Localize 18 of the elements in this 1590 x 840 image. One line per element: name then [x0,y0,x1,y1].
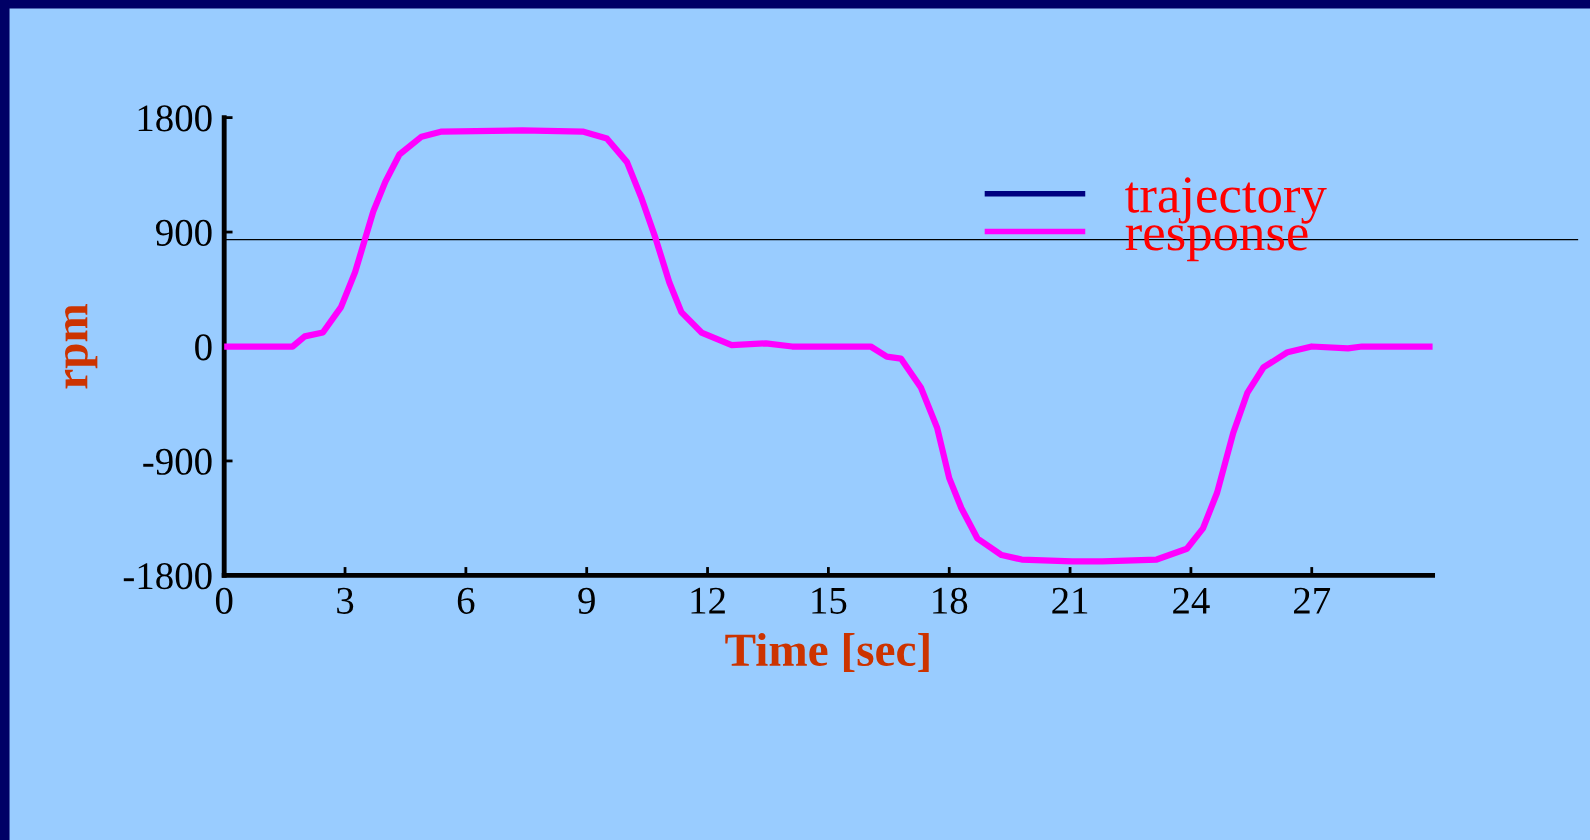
y-tick-label: 900 [156,219,212,246]
x-tick-label: 12 [691,587,725,614]
y-tick-label: 1800 [138,105,212,132]
legend-label: trajectory [1125,177,1327,224]
x-tick-label: 27 [1294,587,1331,614]
y-tick-label: -1800 [123,563,212,590]
x-tick-label: 21 [1052,587,1088,614]
x-tick-label: 9 [578,587,595,614]
x-tick-label: 6 [457,587,475,614]
y-tick-label: 0 [195,334,212,361]
x-tick-label: 24 [1173,587,1210,614]
y-axis-title: rpm [64,304,98,389]
x-tick-label: 18 [933,587,968,614]
x-tick-label: 0 [215,587,233,614]
x-tick-label: 3 [337,587,354,614]
x-axis-title: Time [sec] [725,632,929,672]
y-tick-label: -900 [143,448,212,475]
x-tick-label: 15 [812,587,847,614]
